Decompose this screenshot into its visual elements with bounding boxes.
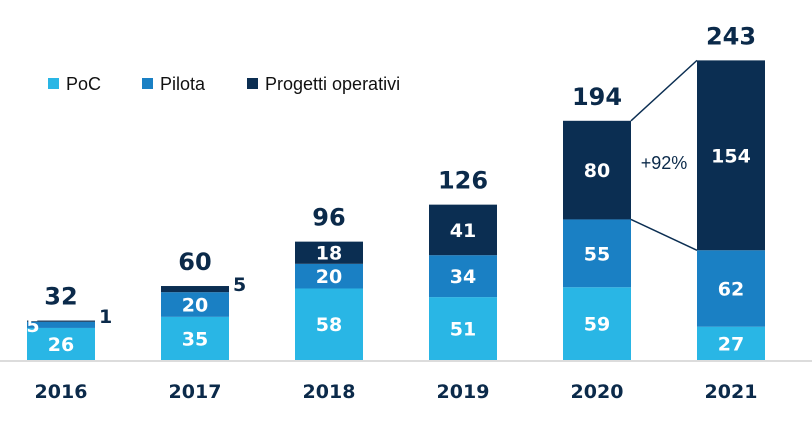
total-label-2017: 60: [178, 248, 211, 276]
tick-label-2016: 2016: [35, 381, 88, 403]
bar-segment-2016-1: [27, 321, 95, 328]
segment-label-2021-2: 154: [711, 145, 751, 167]
bar-segment-2016-2: [27, 320, 95, 322]
total-label-2018: 96: [312, 204, 345, 232]
bar-segment-2020-0: [563, 287, 631, 360]
x-axis-ticks: 2016 2017 2018 2019 2020 2021: [35, 381, 758, 403]
bar-segment-2018-1: [295, 263, 363, 289]
legend-label-2: Progetti operativi: [265, 74, 400, 94]
growth-line-bottom: [630, 218, 698, 251]
bars-layer: 265 1323520560582018965134411265955801942…: [26, 22, 765, 360]
segment-label-2016-0: 26: [48, 334, 74, 356]
bar-segment-2021-0: [697, 326, 765, 360]
segment-label-2020-1: 55: [584, 243, 610, 265]
legend-swatch-2: [247, 78, 258, 89]
growth-line-top: [630, 59, 698, 122]
segment-label-2020-0: 59: [584, 314, 610, 336]
segment-label-2020-2: 80: [584, 160, 610, 182]
segment-label-2017-0: 35: [182, 328, 208, 350]
segment-label-2018-2: 18: [316, 243, 342, 265]
bar-segment-2017-0: [161, 316, 229, 360]
total-label-2019: 126: [438, 167, 488, 195]
segment-label-2019-2: 41: [450, 220, 476, 242]
legend-swatch-0: [48, 78, 59, 89]
segment-label-2018-1: 20: [316, 266, 342, 288]
segment-label-2016-1: 5: [26, 315, 39, 337]
segment-label-2016-2: 1: [99, 306, 112, 328]
segment-label-2021-0: 27: [718, 333, 744, 355]
bar-segment-2021-2: [697, 60, 765, 251]
legend-label-0: PoC: [66, 74, 101, 94]
bar-segment-2019-0: [429, 297, 497, 360]
bar-segment-2018-0: [295, 288, 363, 360]
bar-segment-2018-2: [295, 241, 363, 264]
bar-segment-2020-1: [563, 219, 631, 288]
bar-segment-2019-2: [429, 204, 497, 256]
bar-segment-2017-2: [161, 286, 229, 293]
segment-label-2019-0: 51: [450, 319, 476, 341]
legend-swatch-1: [142, 78, 153, 89]
tick-label-2019: 2019: [437, 381, 490, 403]
segment-label-2021-1: 62: [718, 278, 744, 300]
growth-annotation: +92%: [630, 59, 698, 251]
legend-label-1: Pilota: [160, 74, 206, 94]
total-label-2020: 194: [572, 83, 622, 111]
total-label-2021: 243: [706, 22, 756, 50]
bar-segment-2021-1: [697, 250, 765, 327]
bar-segment-2016-0: [27, 327, 95, 360]
tick-label-2020: 2020: [571, 381, 624, 403]
bar-segment-2020-2: [563, 120, 631, 220]
growth-label: +92%: [641, 153, 688, 173]
tick-label-2021: 2021: [705, 381, 758, 403]
segment-label-2019-1: 34: [450, 266, 476, 288]
tick-label-2017: 2017: [169, 381, 222, 403]
legend: PoC Pilota Progetti operativi: [48, 74, 400, 94]
segment-label-2017-1: 20: [182, 295, 208, 317]
bar-segment-2019-1: [429, 255, 497, 298]
tick-label-2018: 2018: [303, 381, 356, 403]
bar-segment-2017-1: [161, 292, 229, 317]
total-label-2016: 32: [44, 283, 77, 311]
segment-label-2018-0: 58: [316, 314, 342, 336]
segment-label-2017-2: 5: [233, 274, 246, 296]
